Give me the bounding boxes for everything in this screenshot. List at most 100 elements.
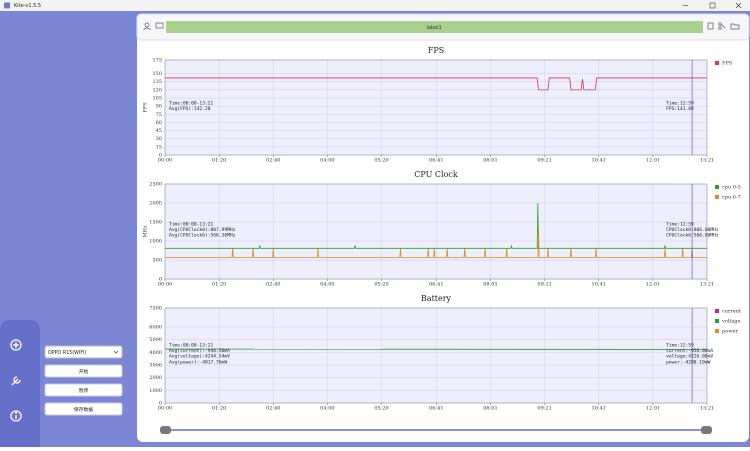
- y-tick-label: 5000: [149, 337, 162, 343]
- y-tick-label: 75: [156, 112, 162, 118]
- legend-label: cpu 6-7: [722, 195, 741, 201]
- y-tick-label: 1500: [149, 220, 162, 226]
- annotation: Time:00:00-13:21: [169, 222, 213, 228]
- button-label: 开始: [79, 368, 89, 375]
- legend-swatch: [715, 185, 719, 189]
- legend-label: cpu 0-5: [722, 185, 741, 191]
- x-tick-label: 10:41: [592, 406, 606, 412]
- window-title: Kite-v1.5.5: [14, 3, 41, 9]
- legend-swatch: [715, 195, 719, 199]
- annotation: power:-4200.10mW: [666, 359, 710, 365]
- x-tick-label: 00:00: [158, 158, 172, 164]
- y-tick-label: 2000: [149, 201, 162, 207]
- x-tick-label: 02:40: [266, 158, 280, 164]
- legend-swatch: [715, 319, 719, 323]
- y-axis-label: FPS: [143, 102, 149, 113]
- plot-area: [165, 308, 707, 403]
- x-tick-label: 06:41: [429, 282, 443, 288]
- chart-title: Battery: [421, 294, 452, 303]
- x-tick-label: 05:20: [374, 282, 388, 288]
- y-axis-label: MHz: [143, 225, 149, 237]
- annotation: Time:00:00-13:21: [169, 101, 213, 107]
- x-tick-label: 00:00: [158, 282, 172, 288]
- annotation: voltage:4226.00mV: [666, 354, 713, 360]
- y-tick-label: 1000: [149, 388, 162, 394]
- y-tick-label: 7500: [149, 306, 162, 312]
- icon-rail: [0, 320, 40, 447]
- x-tick-label: 06:41: [429, 406, 443, 412]
- legend-swatch: [715, 61, 719, 65]
- x-tick-label: 01:20: [212, 282, 226, 288]
- annotation: CPUClock6:566.00MHz: [666, 233, 719, 239]
- x-tick-label: 01:20: [212, 406, 226, 412]
- legend-label: voltage: [721, 319, 741, 325]
- app-icon: [4, 3, 10, 9]
- x-tick-label: 04:00: [320, 406, 334, 412]
- annotation: Avg(CPUClock6):566.36MHz: [169, 233, 236, 239]
- x-tick-label: 08:01: [483, 406, 497, 412]
- annotation: Time:12:59: [666, 222, 694, 228]
- x-tick-label: 08:01: [483, 282, 497, 288]
- title-bar: [0, 0, 750, 11]
- x-tick-label: 12:01: [646, 158, 660, 164]
- annotation: Time:12:59: [666, 343, 694, 349]
- annotation: CPUClock0:806.00MHz: [666, 227, 719, 233]
- y-tick-label: 135: [152, 79, 162, 85]
- y-tick-label: 150: [152, 71, 162, 77]
- x-tick-label: 05:20: [374, 158, 388, 164]
- legend-swatch: [715, 309, 719, 313]
- button-label: 暂停: [79, 387, 89, 394]
- status-label-text: label1: [426, 25, 441, 31]
- annotation: Avg(current):-946.56mA: [169, 348, 230, 354]
- y-tick-label: 4000: [149, 350, 162, 356]
- y-tick-label: 105: [152, 96, 162, 102]
- x-tick-label: 02:40: [266, 282, 280, 288]
- annotation: current:-956.00mA: [666, 348, 713, 354]
- x-tick-label: 12:01: [646, 406, 660, 412]
- x-tick-label: 13:21: [700, 406, 714, 412]
- device-name: OPPO R15(WIFI): [48, 350, 87, 356]
- y-tick-label: 45: [156, 128, 162, 134]
- x-tick-label: 13:21: [700, 282, 714, 288]
- plot-area: [165, 60, 707, 155]
- legend-label: current: [722, 309, 741, 315]
- y-tick-label: 3000: [149, 363, 162, 369]
- x-tick-label: 06:41: [429, 158, 443, 164]
- range-slider-start[interactable]: [160, 426, 171, 434]
- x-tick-label: 12:01: [646, 282, 660, 288]
- legend-swatch: [715, 329, 719, 333]
- legend-label: FPS: [722, 61, 733, 67]
- x-tick-label: 04:00: [320, 158, 334, 164]
- x-tick-label: 10:41: [592, 158, 606, 164]
- y-tick-label: 6000: [149, 325, 162, 331]
- annotation: Avg(CPUClock0):807.99MHz: [169, 227, 236, 233]
- legend-label: power: [722, 329, 738, 335]
- x-tick-label: 09:21: [537, 406, 551, 412]
- y-tick-label: 60: [156, 120, 162, 126]
- chart-title: FPS: [428, 46, 444, 55]
- x-tick-label: 01:20: [212, 158, 226, 164]
- y-tick-label: 90: [156, 104, 162, 110]
- x-tick-label: 05:20: [374, 406, 388, 412]
- annotation: Avg(voltage):4244.54mV: [169, 354, 230, 360]
- annotation: Avg(power):-4017.76mW: [169, 359, 227, 365]
- x-tick-label: 08:01: [483, 158, 497, 164]
- y-tick-label: 2500: [149, 182, 162, 188]
- x-tick-label: 02:40: [266, 406, 280, 412]
- x-tick-label: 09:21: [537, 282, 551, 288]
- chart-title: CPU Clock: [414, 170, 458, 179]
- range-slider-end[interactable]: [701, 426, 712, 434]
- annotation: FPS:141.88: [666, 106, 694, 112]
- button-label: 保存数据: [74, 406, 93, 413]
- y-tick-label: 500: [152, 258, 162, 264]
- x-tick-label: 10:41: [592, 282, 606, 288]
- y-tick-label: 1000: [149, 239, 162, 245]
- x-tick-label: 09:21: [537, 158, 551, 164]
- annotation: Time:12:59: [666, 101, 694, 107]
- y-tick-label: 175: [152, 58, 162, 64]
- plot-area: [165, 184, 707, 279]
